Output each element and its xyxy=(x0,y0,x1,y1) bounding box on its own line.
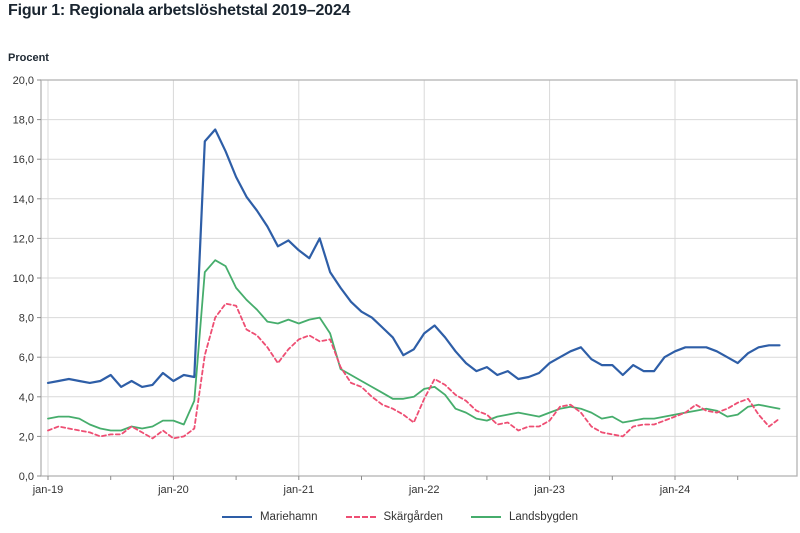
y-axis-title: Procent xyxy=(8,52,49,64)
x-tick-label: jan-20 xyxy=(157,484,189,496)
y-tick-label: 2,0 xyxy=(19,431,34,443)
legend-line-swatch-icon xyxy=(470,516,501,518)
legend-label: Skärgården xyxy=(383,511,443,523)
series-line-skärgården xyxy=(47,302,781,440)
x-tick-label: jan-23 xyxy=(533,484,565,496)
y-tick-label: 18,0 xyxy=(13,115,34,127)
series-line-mariehamn xyxy=(46,128,781,388)
y-tick-label: 20,0 xyxy=(13,75,34,87)
y-tick-label: 6,0 xyxy=(19,352,34,364)
legend-line-swatch-icon xyxy=(221,516,252,518)
y-tick-label: 4,0 xyxy=(19,392,34,404)
y-tick-label: 16,0 xyxy=(13,154,34,166)
y-tick-label: 10,0 xyxy=(13,273,34,285)
y-tick-label: 14,0 xyxy=(13,194,34,206)
legend-item-skärgården: Skärgården xyxy=(345,511,443,523)
legend-item-landsbygden: Landsbygden xyxy=(470,511,579,523)
series-line-landsbygden xyxy=(47,259,781,432)
x-tick-label: jan-22 xyxy=(408,484,440,496)
x-tick-label: jan-19 xyxy=(32,484,64,496)
legend-line-swatch-icon xyxy=(345,516,376,518)
x-tick-label: jan-24 xyxy=(659,484,691,496)
legend-label: Landsbygden xyxy=(508,511,579,523)
y-tick-label: 12,0 xyxy=(13,233,34,245)
chart-legend: Mariehamn Skärgården Landsbygden xyxy=(0,511,800,523)
legend-label: Mariehamn xyxy=(259,511,318,523)
figure-title: Figur 1: Regionala arbetslöshetstal 2019… xyxy=(8,2,351,19)
x-tick-label: jan-21 xyxy=(283,484,315,496)
y-tick-label: 8,0 xyxy=(19,313,34,325)
legend-item-mariehamn: Mariehamn xyxy=(221,511,318,523)
unemployment-line-chart: 0,0 2,0 4,0 6,0 8,0 10,0 12,0 14,0 16,0 18,0 20,0 j… xyxy=(13,75,798,496)
y-tick-label: 0,0 xyxy=(19,471,34,483)
